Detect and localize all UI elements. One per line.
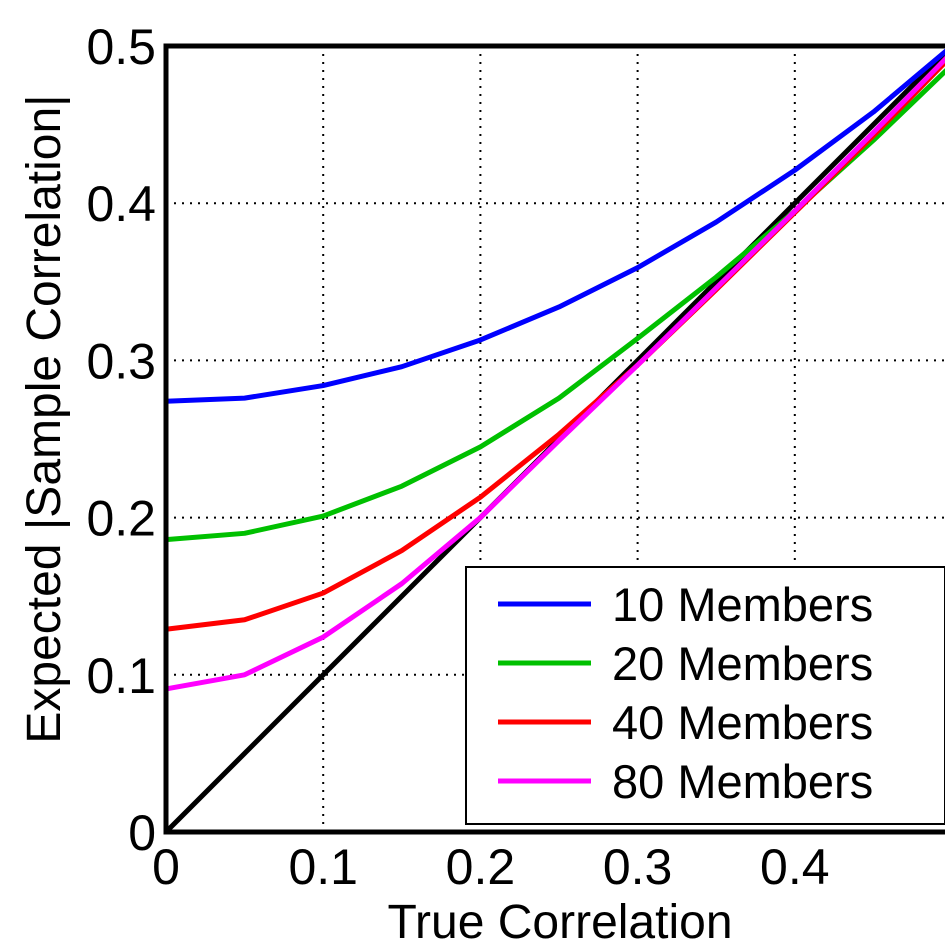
x-tick-label: 0.1 (288, 839, 358, 895)
series-line-1 (165, 48, 945, 404)
legend-label: 80 Members (612, 755, 873, 808)
x-tick-label: 0.2 (446, 839, 516, 895)
y-axis-label: Expected |Sample Correlation| (18, 94, 71, 743)
x-axis-label: True Correlation (387, 896, 732, 949)
legend-label: 10 Members (612, 578, 873, 631)
x-tick-label: 0.3 (603, 839, 673, 895)
y-tick-label: 0.4 (86, 176, 156, 232)
x-tick-label: 0 (152, 839, 180, 895)
series-line-4 (165, 55, 945, 692)
y-tick-label: 0 (128, 805, 156, 861)
plot-frame (163, 43, 945, 835)
legend-label: 40 Members (612, 696, 873, 749)
y-tick-label: 0.5 (86, 19, 156, 75)
legend: 10 Members 20 Members 40 Members 80 Members (465, 566, 945, 825)
y-tick-label: 0.3 (86, 333, 156, 389)
series-line-3 (165, 59, 945, 632)
y-tick-label: 0.2 (86, 491, 156, 547)
y-tick-label: 0.1 (86, 648, 156, 704)
plot-lines (164, 48, 945, 834)
x-tick-label: 0.4 (760, 839, 830, 895)
tick-labels: 0 0.1 0.2 0.3 0.4 0 0.1 0.2 0.3 0.4 0.5 (86, 19, 829, 895)
series-line-2 (165, 68, 945, 543)
legend-label: 20 Members (612, 637, 873, 690)
